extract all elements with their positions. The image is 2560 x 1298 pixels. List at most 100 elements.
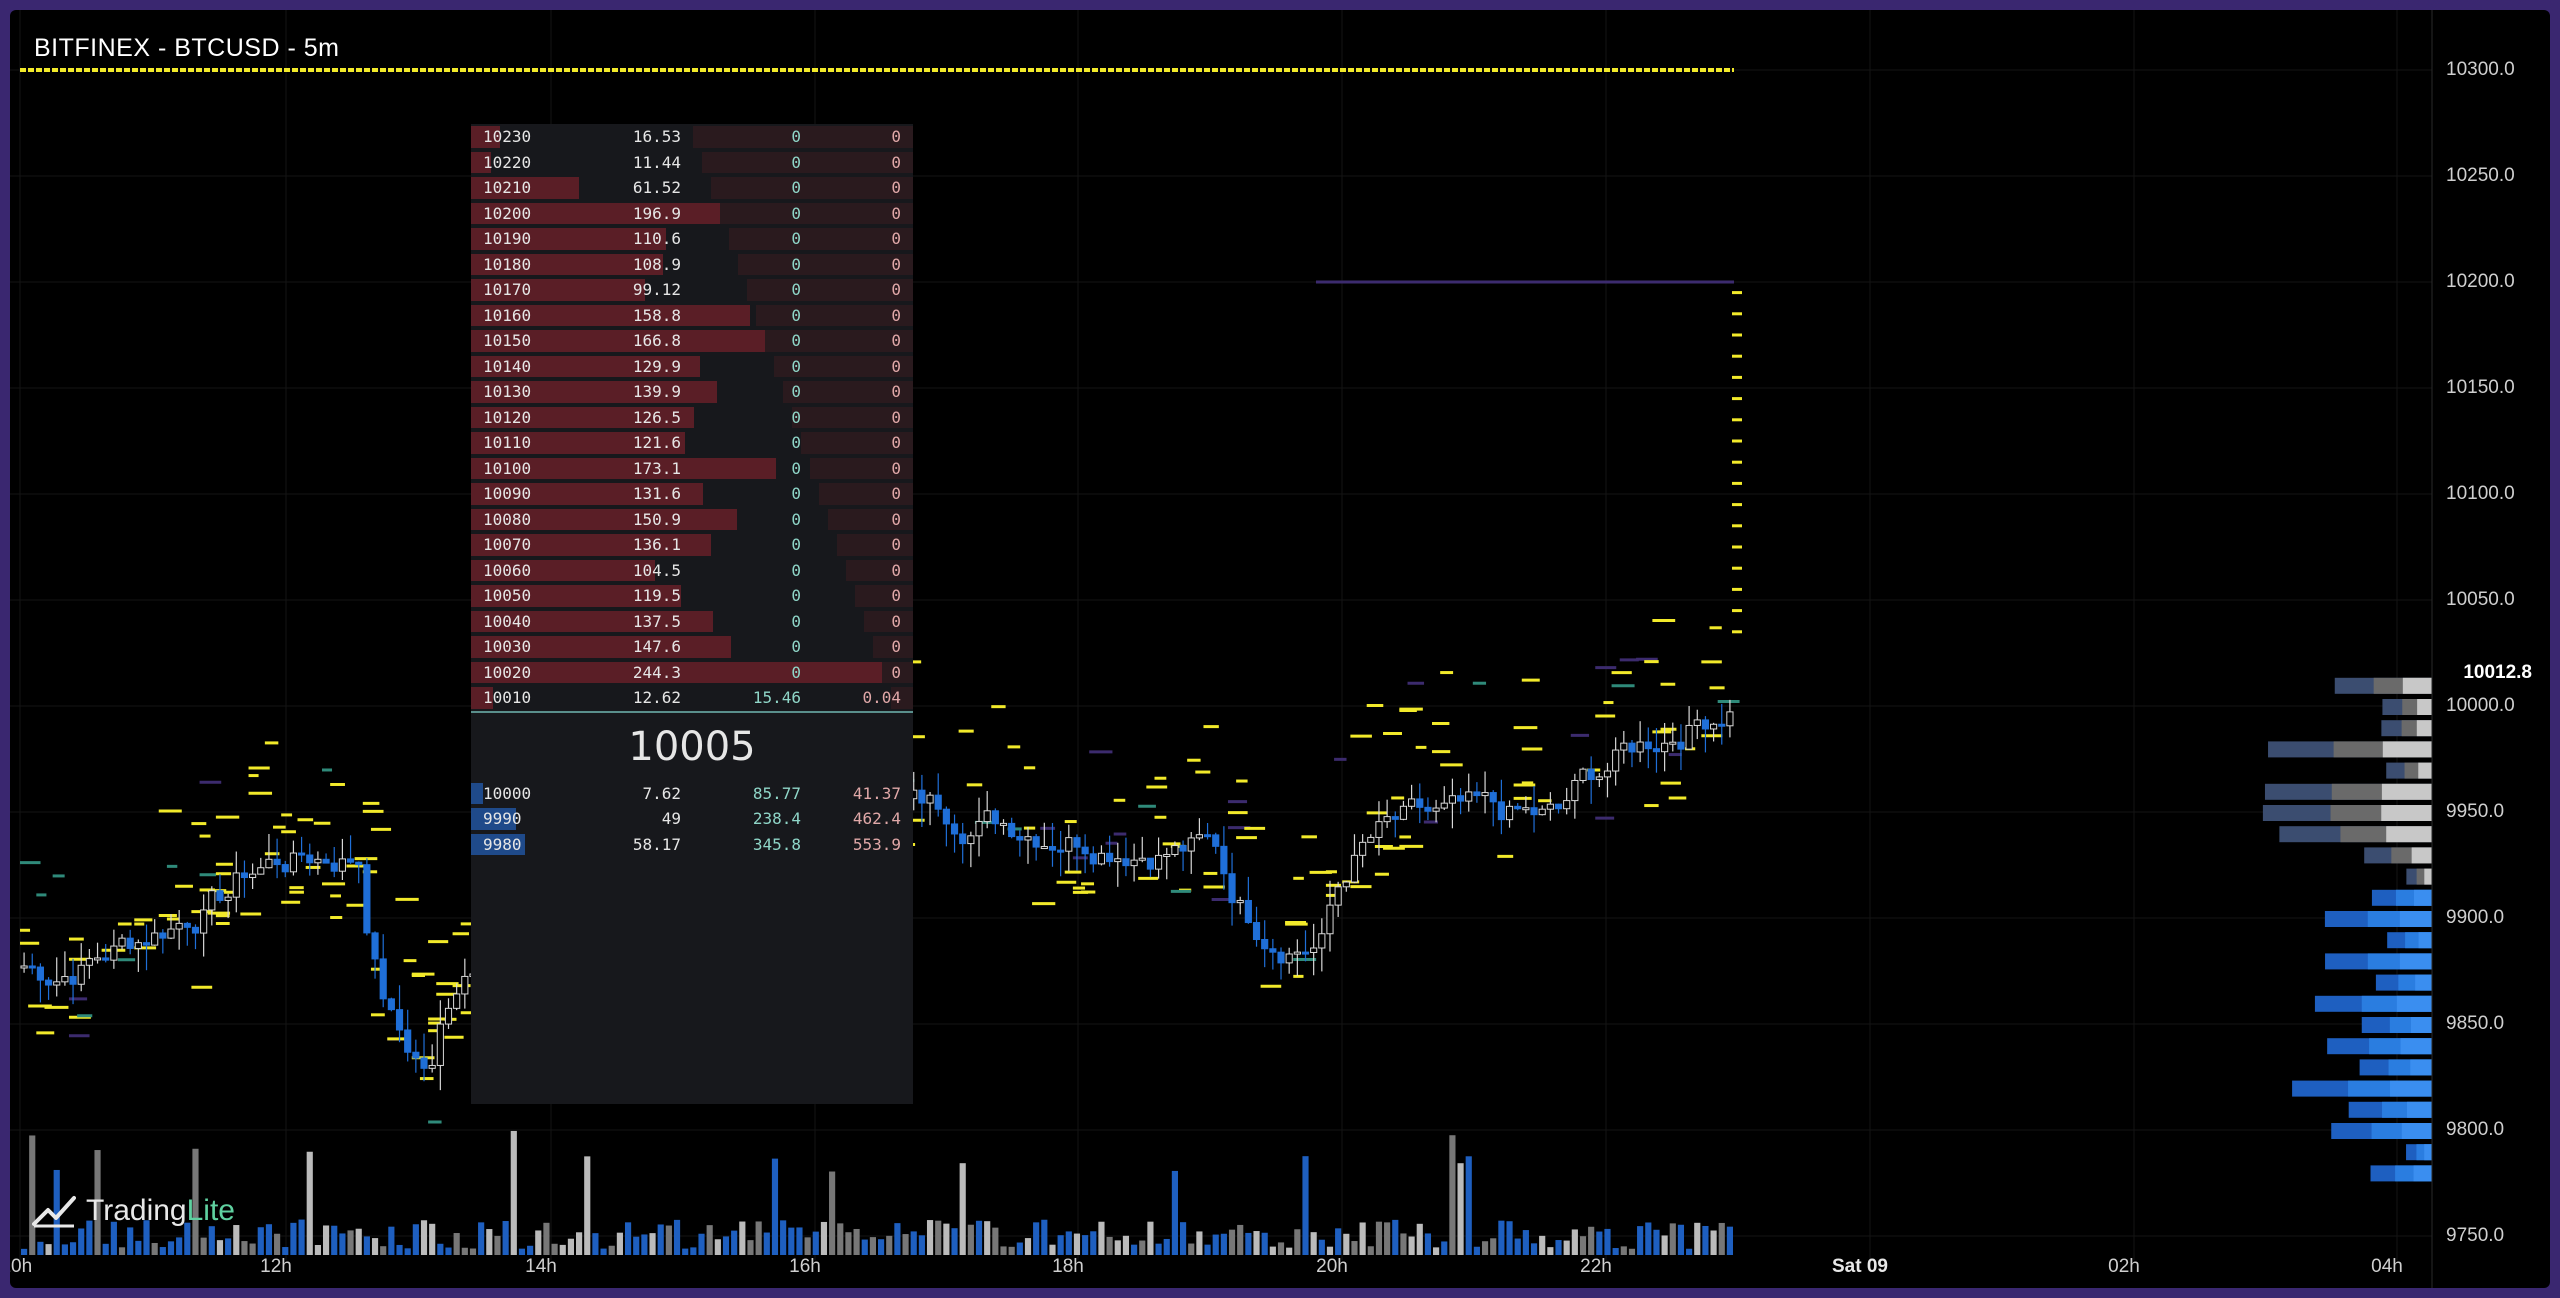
bid-row[interactable]: 9980 58.17 345.8 553.9 [471,832,913,858]
volume-bar [1726,1226,1733,1255]
ask-size-cell: 244.3 [632,662,681,682]
candle-body [1554,803,1563,810]
ask-row[interactable]: 10100 173.1 0 0 [471,456,913,482]
time-tick-label: 02h [2108,1256,2140,1277]
ask-price-cell: 10060 [483,560,532,580]
volume-bar [494,1235,501,1255]
volume-bar [420,1220,428,1255]
ask-row[interactable]: 10070 136.1 0 0 [471,532,913,558]
volume-bar [127,1227,134,1255]
ask-row[interactable]: 10040 137.5 0 0 [471,609,913,635]
volume-bar [1041,1219,1048,1255]
candle-body [1097,852,1106,865]
ask-row[interactable]: 10200 196.9 0 0 [471,201,913,227]
ask-cumulative-bar [837,534,913,556]
ask-row[interactable]: 10120 126.5 0 0 [471,405,913,431]
ask-row[interactable]: 10130 139.9 0 0 [471,379,913,405]
volume-profile-bar [2407,1101,2432,1118]
volume-bar [37,1241,44,1255]
ask-row[interactable]: 10020 244.3 0 0 [471,660,913,686]
price-chart-canvas[interactable] [10,10,2550,1288]
volume-profile-bar [2410,1059,2432,1076]
ask-c4-cell: 0 [891,611,901,631]
ask-row[interactable]: 10190 110.6 0 0 [471,226,913,252]
candle-body [1571,779,1579,802]
volume-bar [559,1244,566,1255]
candle-body [273,858,281,866]
volume-bar [437,1243,444,1255]
volume-bar [510,1130,517,1255]
ask-row[interactable]: 10050 119.5 0 0 [471,583,913,609]
ask-row[interactable]: 10150 166.8 0 0 [471,328,913,354]
ask-row[interactable]: 10110 121.6 0 0 [471,430,913,456]
ask-row[interactable]: 10170 99.12 0 0 [471,277,913,303]
volume-bars [21,1130,1733,1255]
ask-row[interactable]: 10160 158.8 0 0 [471,303,913,329]
ask-row[interactable]: 10010 12.62 15.46 0.04 [471,685,913,711]
ask-row[interactable]: 10080 150.9 0 0 [471,507,913,533]
volume-bar [1441,1241,1448,1255]
volume-bar [967,1224,974,1255]
candle-body [20,965,28,969]
ask-cumulative-bar [729,228,913,250]
volume-bar [1212,1234,1219,1255]
volume-profile-bar [2381,783,2432,800]
ask-row[interactable]: 10220 11.44 0 0 [471,150,913,176]
volume-bar [731,1230,738,1255]
volume-bar [200,1237,207,1255]
candle-body [1073,837,1081,848]
ask-size-cell: 131.6 [632,484,681,503]
ask-c3-cell: 0 [791,586,801,605]
candle-body [322,858,330,864]
orderbook-panel[interactable]: 10230 16.53 0 0 10220 11.44 0 0 10210 61.52 0 0 1020… [471,124,913,1104]
ask-row[interactable]: 10140 129.9 0 0 [471,354,913,380]
candle-body [1497,801,1505,821]
candle-body [1277,951,1285,964]
volume-profile-bar [2401,1123,2432,1139]
candle-body [1522,807,1530,811]
ask-size-bar [471,406,694,428]
volume-profile-bar [2411,847,2432,864]
ask-price-cell: 10010 [483,688,532,707]
candle-body [1057,849,1065,853]
candle-body [1489,792,1497,803]
volume-bar [1384,1222,1391,1255]
bid-row[interactable]: 10000 7.62 85.77 41.37 [471,781,913,807]
ask-c3-cell: 0 [791,637,801,656]
candle-body [1187,837,1195,852]
volume-bar [298,1219,305,1255]
volume-bar [1237,1224,1244,1255]
volume-bar [29,1135,36,1255]
volume-bar [1433,1247,1440,1255]
volume-bar [45,1244,52,1255]
volume-bar [1310,1232,1317,1255]
ask-row[interactable]: 10230 16.53 0 0 [471,124,913,150]
ask-size-bar [471,534,711,556]
ask-row[interactable]: 10060 104.5 0 0 [471,558,913,584]
price-tick-label: 9850.0 [2446,1013,2505,1034]
candle-body [110,945,118,961]
candle-body [1065,837,1073,852]
ask-row[interactable]: 10210 61.52 0 0 [471,175,913,201]
ask-size-cell: 196.9 [632,203,681,223]
candle-body [1579,768,1587,781]
volume-profile-bar [2415,974,2432,991]
chart-frame[interactable]: BITFINEX - BTCUSD - 5m 10300.0 10250.0 102… [10,10,2550,1288]
candle-body [1448,795,1456,804]
bid-row[interactable]: 9990 49 238.4 462.4 [471,806,913,832]
volume-bar [1171,1170,1178,1255]
ask-row[interactable]: 10090 131.6 0 0 [471,481,913,507]
ask-cumulative-bar [855,585,913,607]
ask-row[interactable]: 10180 108.9 0 0 [471,252,913,278]
ask-c4-cell: 0 [891,305,901,325]
candle-body [159,932,167,939]
ask-c3-cell: 0 [791,178,801,197]
volume-bar [208,1226,215,1255]
ask-price-cell: 10120 [483,407,532,427]
candle-body [1244,899,1252,924]
candle-body [69,976,77,985]
candle-body [1114,858,1122,863]
volume-bar [910,1231,917,1255]
ask-row[interactable]: 10030 147.6 0 0 [471,634,913,660]
volume-bar [1318,1239,1325,1255]
